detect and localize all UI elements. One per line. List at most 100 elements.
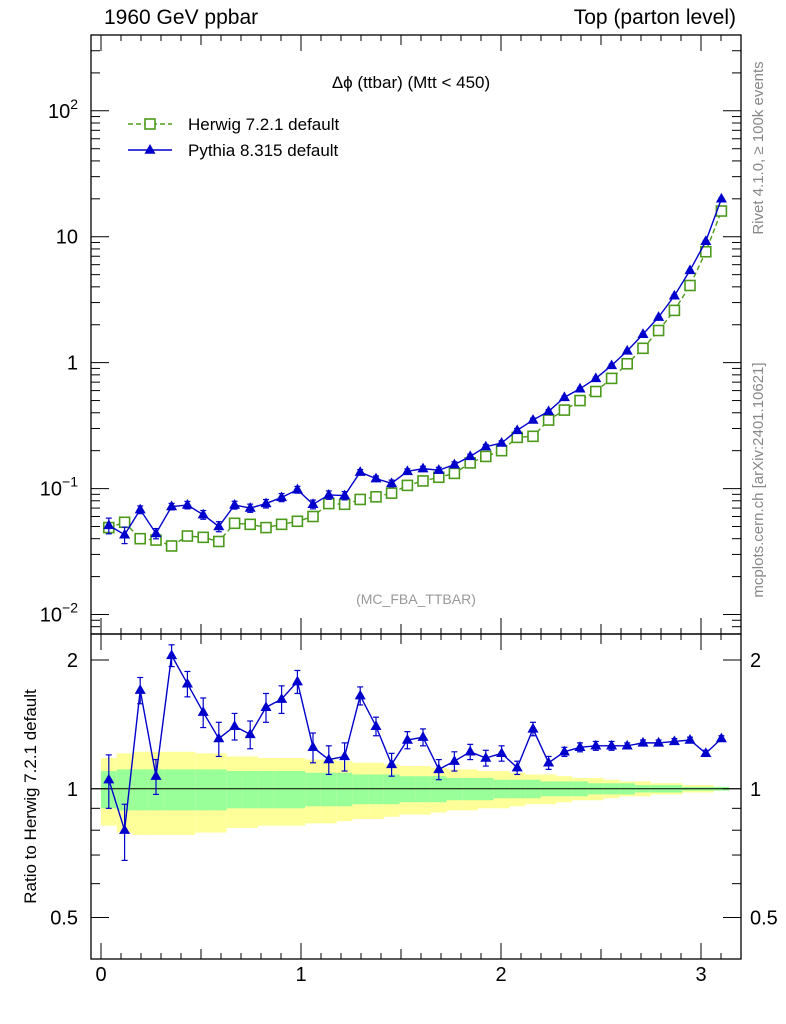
pythia-point — [134, 503, 146, 514]
y-tick-label: 10 — [56, 227, 78, 249]
ratio-point — [715, 732, 727, 743]
ratio-point — [684, 734, 696, 744]
ratio-y-tick-label: 0.5 — [50, 908, 78, 930]
herwig-point — [385, 487, 398, 499]
herwig-point — [637, 342, 649, 355]
herwig-point — [684, 279, 696, 292]
band-green — [132, 769, 149, 811]
pythia-point — [386, 477, 398, 488]
herwig-point — [652, 324, 665, 337]
analysis-watermark: (MC_FBA_TTBAR) — [356, 591, 476, 607]
ratio-point — [668, 735, 680, 746]
ratio-point — [590, 739, 602, 750]
pythia-point — [480, 440, 492, 451]
pythia-point — [244, 502, 256, 512]
ratio-point — [134, 684, 146, 694]
pythia-point — [715, 192, 727, 203]
herwig-line — [108, 210, 723, 547]
herwig-point — [621, 357, 634, 370]
ratio-point — [244, 728, 256, 739]
herwig-point — [181, 530, 194, 542]
ratio-point — [527, 722, 539, 733]
ratio-point — [700, 747, 712, 758]
header-left-label: 1960 GeV ppbar — [104, 6, 259, 29]
pythia-point — [606, 359, 618, 370]
herwig-point — [260, 521, 272, 534]
pythia-point — [590, 372, 602, 383]
ratio-point — [511, 761, 523, 772]
ratio-point — [543, 756, 555, 767]
legend-pythia-label: Pythia 8.315 default — [188, 141, 339, 160]
pythia-point — [668, 289, 680, 300]
ratio-point — [653, 736, 665, 747]
band-green — [320, 772, 337, 807]
band-green — [163, 769, 180, 811]
legend-herwig-marker — [144, 118, 156, 130]
y-tick-label: 1 — [67, 353, 78, 375]
ratio-point — [103, 773, 115, 784]
herwig-point — [213, 535, 225, 548]
herwig-point — [165, 540, 178, 552]
herwig-point — [354, 493, 367, 506]
pythia-point — [166, 500, 178, 511]
pythia-point — [401, 465, 413, 476]
plot-title: Δϕ (ttbar) (Mtt < 450) — [332, 73, 490, 92]
band-green — [195, 769, 212, 811]
ratio-point — [339, 750, 351, 761]
band-green — [273, 771, 290, 809]
band-green — [368, 774, 384, 805]
band-green — [305, 772, 321, 807]
band-green — [336, 772, 353, 807]
rivet-version-label: Rivet 4.1.0, ≥ 100k events — [750, 61, 767, 234]
ratio-point — [637, 736, 649, 747]
legend-pythia-marker — [144, 144, 156, 154]
y-tick-label: 10−2 — [40, 599, 78, 626]
ratio-point — [496, 747, 508, 758]
band-green — [226, 771, 243, 809]
x-tick-label: 0 — [95, 964, 106, 986]
ratio-y-tick-label-right: 0.5 — [750, 908, 778, 930]
herwig-point — [244, 518, 256, 531]
ratio-y-tick-label: 1 — [67, 779, 78, 801]
ratio-point — [291, 675, 303, 686]
pythia-point — [511, 424, 523, 435]
pythia-point — [276, 491, 288, 502]
ratio-point — [433, 763, 445, 774]
herwig-point — [668, 304, 681, 317]
herwig-point — [448, 467, 461, 480]
pythia-point — [103, 519, 115, 530]
ratio-point — [307, 741, 319, 752]
ratio-y-tick-label-right: 1 — [750, 779, 761, 801]
data-series — [103, 192, 728, 862]
pythia-point — [700, 235, 712, 246]
band-green — [258, 771, 274, 809]
ratio-point — [354, 689, 366, 700]
y-tick-label: 10−1 — [40, 474, 78, 501]
x-tick-label: 3 — [695, 964, 706, 986]
ratio-point — [276, 693, 288, 703]
pythia-point — [213, 520, 225, 531]
axis-tick-labels: 0 1 2 3 10−2 10−1 1 10 102 0.5 0.5 1 1 2 2 — [40, 96, 778, 986]
pythia-point — [448, 458, 460, 469]
band-green — [210, 769, 227, 811]
ratio-y-axis-label: Ratio to Herwig 7.2.1 default — [21, 689, 40, 904]
pythia-point — [558, 391, 570, 402]
herwig-point — [197, 531, 209, 544]
pythia-point — [653, 311, 665, 321]
pythia-point — [307, 498, 319, 509]
y-tick-label: 102 — [48, 96, 78, 123]
ratio-point — [464, 745, 476, 756]
ratio-bands — [100, 751, 730, 835]
ratio-point — [417, 731, 429, 741]
x-tick-label: 1 — [295, 964, 306, 986]
pythia-point — [150, 527, 162, 538]
herwig-point — [542, 414, 555, 426]
pythia-point — [574, 382, 586, 393]
ratio-point — [181, 677, 193, 688]
ratio-point — [574, 741, 586, 752]
ratio-point — [166, 649, 178, 660]
pythia-point — [496, 437, 508, 447]
pythia-point — [621, 344, 633, 355]
x-tick-label: 2 — [495, 964, 506, 986]
herwig-point — [322, 497, 335, 510]
